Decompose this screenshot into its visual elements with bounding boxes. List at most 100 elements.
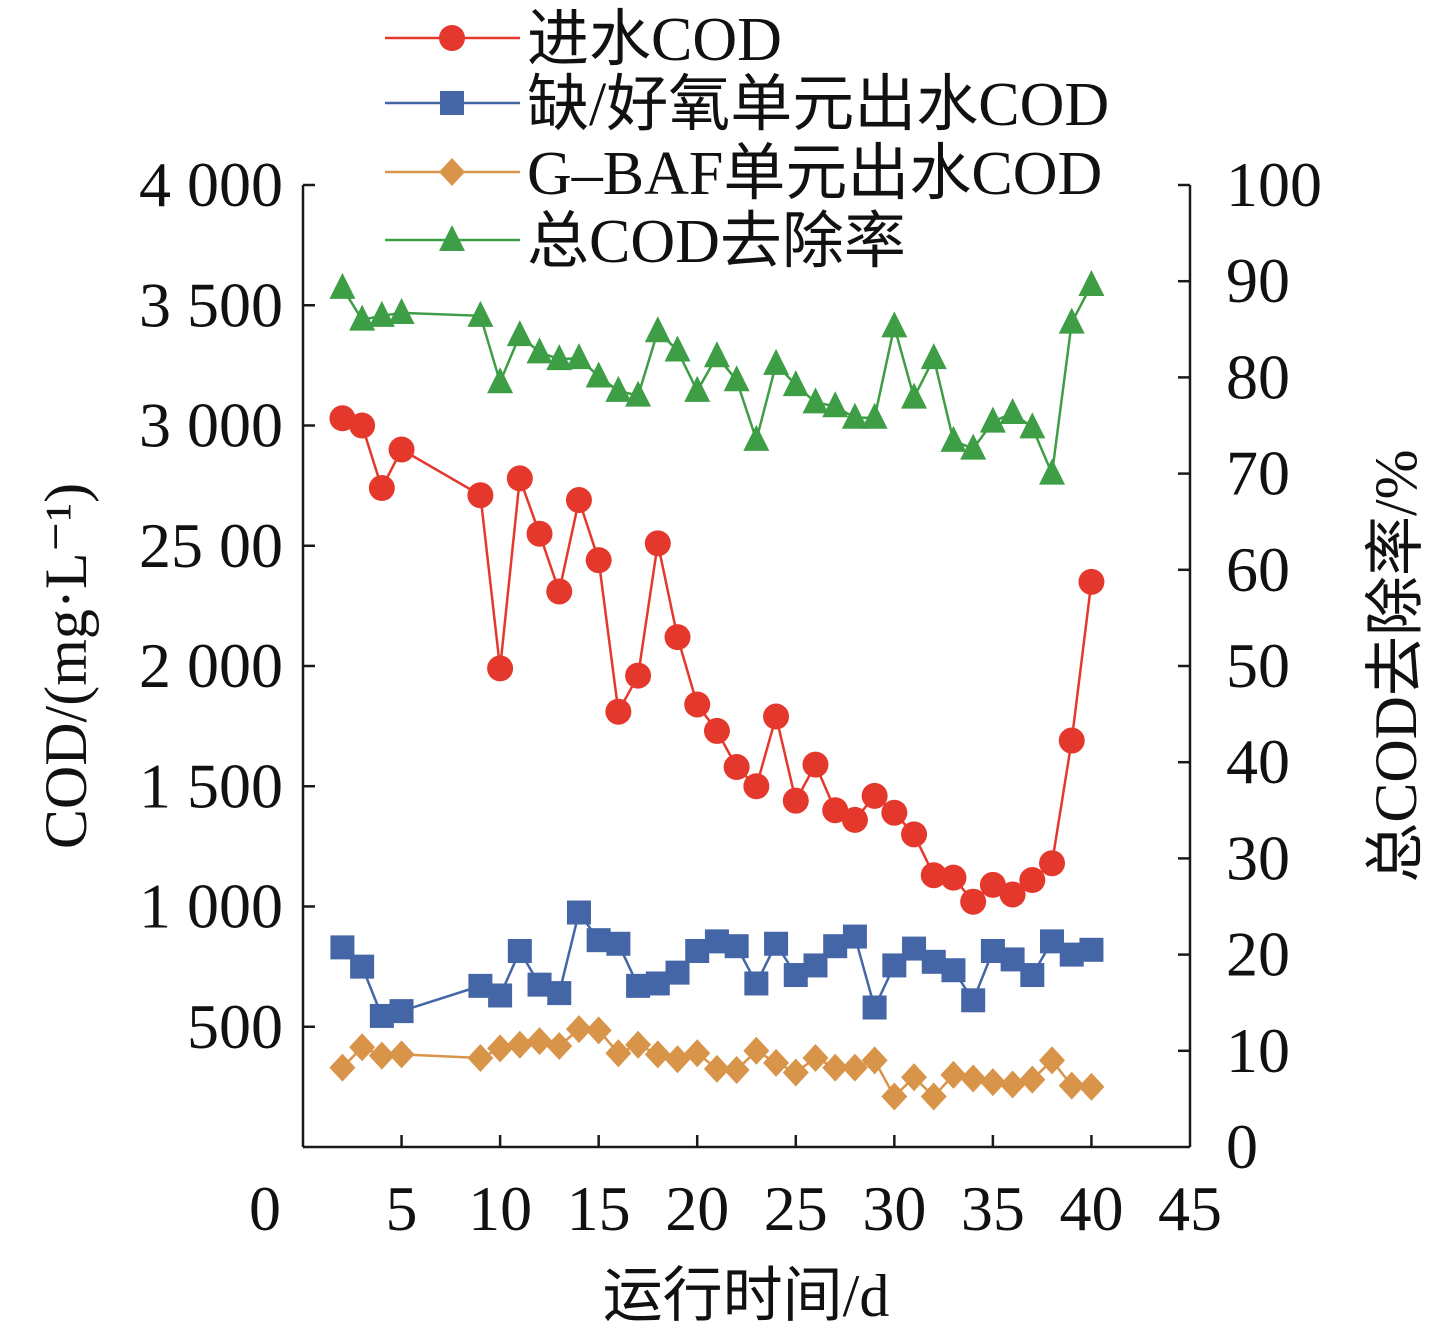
left-y-axis-ticks: 500 1 000 1 500 2 000 25 00 3 000 3 500 4 000 xyxy=(139,149,315,1062)
data-point-total-cod-removal xyxy=(841,402,868,429)
data-point-influent-cod xyxy=(684,691,711,718)
data-point-influent-cod xyxy=(368,475,395,502)
left-y-tick-label: 1 000 xyxy=(139,871,283,942)
data-point-gbaf-effluent-cod xyxy=(329,1053,356,1082)
data-point-gbaf-effluent-cod xyxy=(881,1082,908,1111)
data-point-total-cod-removal xyxy=(999,397,1026,424)
data-point-total-cod-removal xyxy=(487,367,514,394)
data-point-ao-effluent-cod xyxy=(961,988,986,1013)
x-tick-label: 35 xyxy=(961,1173,1025,1244)
data-point-gbaf-effluent-cod xyxy=(664,1045,691,1074)
data-point-total-cod-removal xyxy=(960,433,987,460)
x-tick-label: 0 xyxy=(249,1173,281,1244)
left-y-axis-title: COD/(mg·L⁻¹) xyxy=(33,483,99,849)
data-point-gbaf-effluent-cod xyxy=(920,1082,947,1111)
data-point-gbaf-effluent-cod xyxy=(684,1039,711,1068)
data-point-total-cod-removal xyxy=(664,335,691,362)
x-tick-label: 45 xyxy=(1158,1173,1222,1244)
data-point-ao-effluent-cod xyxy=(606,931,631,956)
right-y-tick-label: 0 xyxy=(1226,1111,1258,1182)
data-point-influent-cod xyxy=(605,698,632,725)
data-point-influent-cod xyxy=(861,782,888,809)
left-y-tick-label: 4 000 xyxy=(139,149,283,220)
data-point-total-cod-removal xyxy=(684,375,711,402)
data-point-influent-cod xyxy=(1019,867,1046,894)
data-point-influent-cod xyxy=(782,787,809,814)
right-y-tick-label: 90 xyxy=(1226,245,1290,316)
data-point-gbaf-effluent-cod xyxy=(703,1054,730,1083)
left-y-tick-label: 25 00 xyxy=(139,510,283,581)
data-point-total-cod-removal xyxy=(861,402,888,429)
data-point-influent-cod xyxy=(467,482,494,509)
x-tick-label: 20 xyxy=(665,1173,729,1244)
data-point-gbaf-effluent-cod xyxy=(1019,1065,1046,1094)
data-point-total-cod-removal xyxy=(546,344,573,371)
data-point-total-cod-removal xyxy=(782,370,809,397)
data-point-ao-effluent-cod xyxy=(862,995,887,1020)
right-y-tick-label: 20 xyxy=(1226,919,1290,990)
data-point-gbaf-effluent-cod xyxy=(605,1039,632,1068)
left-y-tick-label: 500 xyxy=(187,991,283,1062)
data-point-total-cod-removal xyxy=(1058,307,1085,334)
data-point-ao-effluent-cod xyxy=(488,983,513,1008)
data-point-gbaf-effluent-cod xyxy=(506,1030,533,1059)
data-point-total-cod-removal xyxy=(723,365,750,392)
legend-marks xyxy=(385,25,520,251)
right-y-tick-label: 30 xyxy=(1226,822,1290,893)
data-point-influent-cod xyxy=(506,465,533,492)
left-y-tick-label: 3 500 xyxy=(139,269,283,340)
right-y-axis-ticks: 0 10 20 30 40 50 60 70 80 90 100 xyxy=(1178,149,1322,1182)
data-point-ao-effluent-cod xyxy=(724,934,749,959)
data-point-influent-cod xyxy=(388,436,415,463)
x-tick-label: 30 xyxy=(862,1173,926,1244)
legend-label-influent-cod: 进水COD xyxy=(527,6,782,74)
data-point-total-cod-removal xyxy=(979,406,1006,433)
data-point-total-cod-removal xyxy=(625,380,652,407)
data-point-total-cod-removal xyxy=(743,424,770,451)
data-point-gbaf-effluent-cod xyxy=(1058,1071,1085,1100)
data-point-influent-cod xyxy=(743,773,770,800)
data-point-influent-cod xyxy=(329,405,356,432)
data-point-influent-cod xyxy=(487,655,514,682)
data-point-gbaf-effluent-cod xyxy=(723,1056,750,1085)
data-point-ao-effluent-cod xyxy=(764,931,789,956)
x-tick-label: 5 xyxy=(386,1173,418,1244)
data-point-gbaf-effluent-cod xyxy=(1039,1046,1066,1075)
data-point-influent-cod xyxy=(1058,727,1085,754)
data-point-influent-cod xyxy=(940,864,967,891)
data-point-influent-cod xyxy=(802,751,829,778)
x-axis-ticks: 0 5 10 15 20 25 30 35 40 45 xyxy=(249,1135,1222,1244)
data-point-gbaf-effluent-cod xyxy=(546,1031,573,1060)
data-point-influent-cod xyxy=(920,862,947,889)
data-point-total-cod-removal xyxy=(506,320,533,347)
data-point-gbaf-effluent-cod xyxy=(467,1044,494,1073)
legend-marker-gbaf-effluent-cod xyxy=(439,158,465,186)
data-point-total-cod-removal xyxy=(368,300,395,327)
data-point-influent-cod xyxy=(565,487,592,514)
data-point-gbaf-effluent-cod xyxy=(585,1016,612,1045)
data-point-gbaf-effluent-cod xyxy=(565,1015,592,1044)
data-point-gbaf-effluent-cod xyxy=(822,1053,849,1082)
series-influent-cod xyxy=(329,405,1105,915)
data-point-influent-cod xyxy=(901,821,928,848)
data-point-total-cod-removal xyxy=(881,311,908,338)
data-point-gbaf-effluent-cod xyxy=(802,1044,829,1073)
data-point-influent-cod xyxy=(822,797,849,824)
data-point-ao-effluent-cod xyxy=(507,938,532,963)
data-point-total-cod-removal xyxy=(802,387,829,414)
series-line-total-cod-removal xyxy=(341,284,1093,479)
data-point-influent-cod xyxy=(1039,850,1066,877)
data-point-gbaf-effluent-cod xyxy=(1078,1072,1105,1101)
data-point-total-cod-removal xyxy=(644,316,671,343)
legend-label-ao-effluent-cod: 缺/好氧单元出水COD xyxy=(527,71,1109,139)
data-point-influent-cod xyxy=(881,799,908,826)
data-point-influent-cod xyxy=(763,703,790,730)
data-point-total-cod-removal xyxy=(1078,270,1105,297)
legend-label-gbaf-effluent-cod: G–BAF单元出水COD xyxy=(527,140,1102,208)
data-point-ao-effluent-cod xyxy=(566,900,591,925)
right-y-tick-label: 100 xyxy=(1226,149,1322,220)
data-point-total-cod-removal xyxy=(822,391,849,418)
data-point-influent-cod xyxy=(349,412,376,439)
left-y-tick-label: 2 000 xyxy=(139,630,283,701)
